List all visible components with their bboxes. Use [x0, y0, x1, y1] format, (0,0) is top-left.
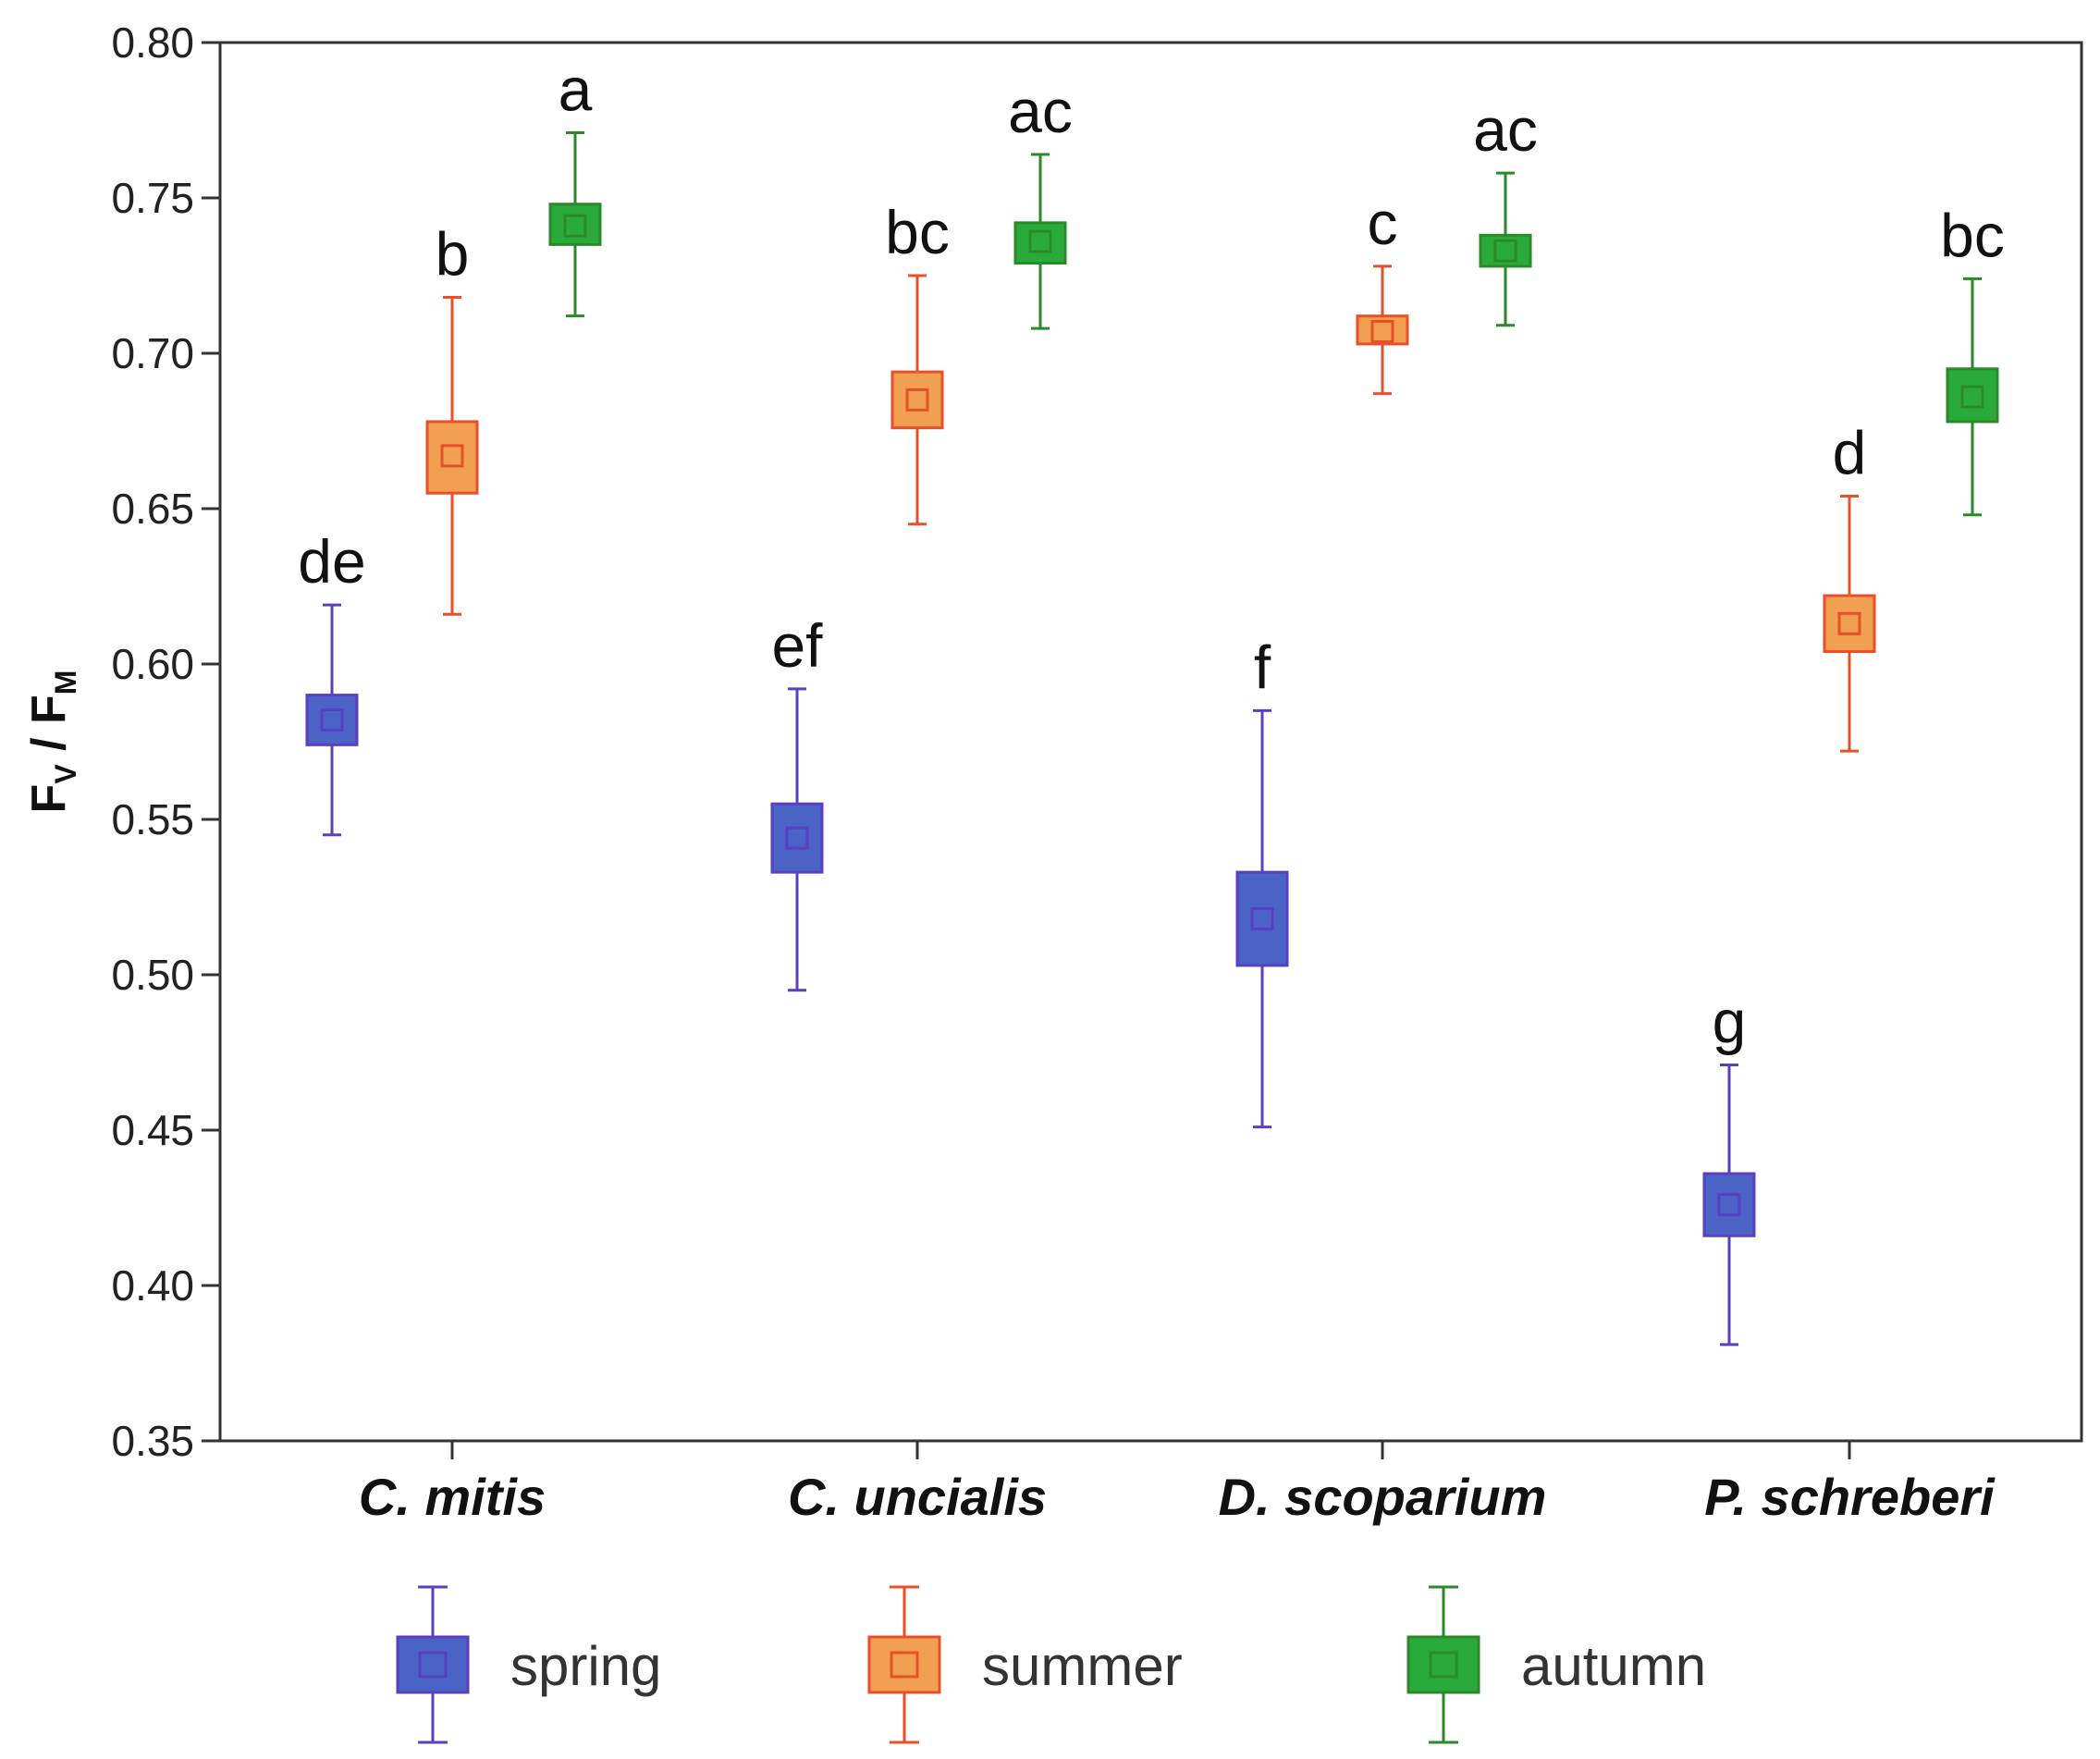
y-axis-label-sub1: V: [49, 764, 82, 784]
series-summer: b bc c d: [425, 189, 1876, 753]
mean-marker: [440, 444, 464, 468]
mean-marker: [1370, 319, 1394, 343]
legend-mean-marker: [890, 1651, 919, 1679]
mean-marker: [1493, 239, 1517, 263]
legend-label: autumn: [1521, 1635, 1706, 1697]
significance-letter: de: [298, 527, 365, 596]
significance-letter: d: [1833, 419, 1867, 487]
legend-label: summer: [982, 1635, 1183, 1697]
legend-item-spring: spring: [396, 1585, 661, 1744]
x-axis: C. mitis C. uncialis D. scoparium P. schreb…: [359, 1441, 1996, 1526]
category-label: P. schreberi: [1704, 1468, 1996, 1526]
mean-marker: [1028, 229, 1052, 253]
box: [305, 694, 359, 746]
significance-letter: c: [1368, 189, 1398, 257]
legend-box: [396, 1635, 470, 1694]
box: [1356, 314, 1409, 346]
legend-item-summer: summer: [867, 1585, 1183, 1744]
y-tick-label: 0.55: [111, 795, 194, 843]
y-tick-label: 0.75: [111, 174, 194, 222]
mean-marker: [320, 707, 344, 732]
y-tick-label: 0.45: [111, 1106, 194, 1154]
legend-mean-marker: [418, 1651, 448, 1679]
y-tick-label: 0.50: [111, 951, 194, 999]
y-tick-label: 0.65: [111, 485, 194, 533]
box: [1702, 1172, 1756, 1237]
y-axis-label-main: F: [22, 784, 76, 814]
y-tick-label: 0.80: [111, 18, 194, 67]
y-axis-label-sub2: M: [49, 670, 82, 695]
y-tick-label: 0.70: [111, 329, 194, 377]
mean-marker: [1837, 611, 1861, 635]
box: [1235, 870, 1289, 967]
legend-label: spring: [510, 1635, 661, 1697]
box: [425, 420, 479, 495]
y-axis: 0.35 0.40 0.45 0.50 0.55 0.60 0.65 0.70 0.75 0.80: [111, 18, 220, 1465]
significance-letter: ef: [771, 611, 823, 680]
box: [890, 370, 944, 430]
significance-letter: bc: [1940, 201, 2005, 269]
box: [770, 802, 824, 874]
mean-marker: [905, 387, 929, 412]
legend-item-autumn: autumn: [1406, 1585, 1706, 1744]
box: [1823, 594, 1876, 654]
plot-frame: [218, 41, 2083, 1443]
significance-letter: b: [436, 220, 470, 289]
category-label: C. mitis: [359, 1468, 546, 1526]
y-tick-label: 0.40: [111, 1261, 194, 1310]
box: [548, 203, 602, 246]
significance-letter: g: [1713, 987, 1747, 1055]
series-spring: de ef f g: [298, 527, 1756, 1347]
y-tick-label: 0.35: [111, 1417, 194, 1465]
mean-marker: [1717, 1193, 1741, 1217]
mean-marker: [563, 214, 587, 238]
box: [1013, 221, 1067, 265]
mean-marker: [785, 826, 809, 850]
significance-letter: bc: [885, 198, 950, 266]
significance-letter: ac: [1008, 77, 1073, 145]
legend-box: [1406, 1635, 1480, 1694]
mean-marker: [1960, 385, 1984, 409]
mean-marker: [1250, 907, 1274, 931]
legend: spring summer autumn: [396, 1585, 1706, 1744]
legend-mean-marker: [1429, 1651, 1458, 1679]
significance-letter: ac: [1473, 95, 1538, 164]
box: [1946, 367, 1999, 424]
category-label: C. uncialis: [788, 1468, 1047, 1526]
y-axis-label-sep: / F: [22, 695, 76, 764]
significance-letter: f: [1254, 633, 1271, 701]
category-label: D. scoparium: [1219, 1468, 1547, 1526]
y-tick-label: 0.60: [111, 640, 194, 688]
y-axis-label: FV / FM: [22, 670, 82, 814]
significance-letter: a: [559, 55, 593, 123]
legend-box: [867, 1635, 941, 1694]
